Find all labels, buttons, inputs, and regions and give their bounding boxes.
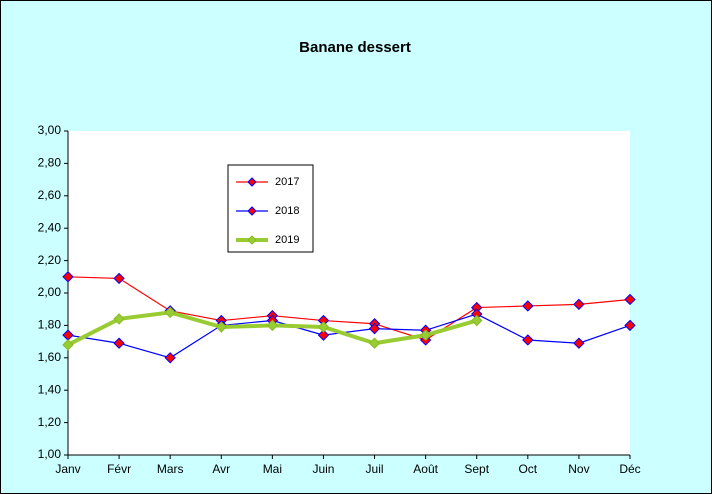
y-tick-label: 2,60 xyxy=(38,188,62,202)
x-tick-label: Janv xyxy=(55,462,80,476)
y-tick-label: 1,00 xyxy=(38,447,62,461)
point-marker xyxy=(368,322,381,335)
x-tick-label: Mai xyxy=(263,462,282,476)
point-marker xyxy=(266,319,279,332)
y-tick-label: 1,80 xyxy=(38,318,62,332)
x-tick-label: Avr xyxy=(212,462,230,476)
point-marker xyxy=(215,321,227,333)
x-tick-label: Déc xyxy=(619,462,640,476)
y-tick-label: 2,20 xyxy=(38,253,62,267)
point-marker xyxy=(113,337,125,349)
point-marker xyxy=(522,334,534,346)
y-tick-label: 1,40 xyxy=(38,382,62,396)
point-marker xyxy=(573,298,585,311)
x-tick-label: Juil xyxy=(366,462,384,476)
y-tick-label: 2,40 xyxy=(38,220,62,234)
series-line xyxy=(67,276,631,341)
x-tick-label: Févr xyxy=(107,462,131,476)
point-marker xyxy=(368,337,381,349)
y-tick-label: 1,20 xyxy=(38,415,62,429)
point-marker xyxy=(113,313,125,325)
legend-label: 2018 xyxy=(275,205,299,217)
point-marker xyxy=(164,352,176,364)
y-tick-label: 2,00 xyxy=(38,285,62,299)
x-tick-label: Août xyxy=(413,462,438,476)
point-marker xyxy=(113,272,125,285)
point-marker xyxy=(62,271,74,283)
point-marker xyxy=(317,329,330,341)
x-tick-label: Mars xyxy=(157,462,184,476)
legend-label: 2019 xyxy=(275,234,299,246)
point-marker xyxy=(419,329,432,341)
point-marker xyxy=(522,300,534,312)
y-tick-label: 3,00 xyxy=(38,123,62,137)
x-tick-label: Sept xyxy=(464,462,489,476)
x-tick-label: Juin xyxy=(312,462,334,476)
chart-title: Banane dessert xyxy=(299,39,411,56)
point-marker xyxy=(624,293,636,306)
y-tick-label: 2,80 xyxy=(38,156,62,170)
point-marker xyxy=(164,306,176,319)
legend-marker xyxy=(247,206,257,216)
point-marker xyxy=(624,319,636,332)
y-tick-label: 1,60 xyxy=(38,350,62,364)
x-tick-label: Oct xyxy=(518,462,537,476)
legend xyxy=(227,164,314,253)
x-tick-label: Nov xyxy=(568,462,589,476)
point-marker xyxy=(62,339,74,351)
series-line xyxy=(67,313,631,359)
legend-marker xyxy=(247,177,257,187)
plot-area xyxy=(68,131,630,455)
point-marker xyxy=(317,321,330,333)
point-marker xyxy=(573,337,585,349)
point-marker xyxy=(471,314,483,327)
legend-label: 2017 xyxy=(275,176,299,188)
legend-marker xyxy=(247,235,257,245)
